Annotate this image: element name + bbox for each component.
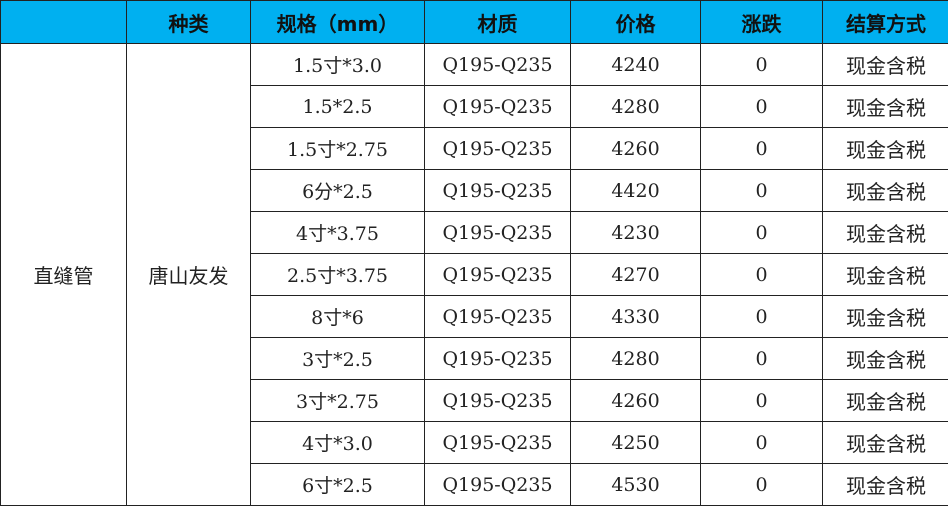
spec-cell: 2.5寸*3.75 xyxy=(250,253,425,296)
change-cell: 0 xyxy=(700,211,823,254)
price-cell: 4280 xyxy=(570,337,701,380)
table-row: 3寸*2.75 Q195-Q235 4260 0 现金含税 xyxy=(1,379,948,422)
spec-cell: 6分*2.5 xyxy=(250,169,425,212)
price-cell: 4240 xyxy=(570,43,701,86)
table-row: 4寸*3.75 Q195-Q235 4230 0 现金含税 xyxy=(1,211,948,254)
settlement-cell: 现金含税 xyxy=(822,463,948,506)
price-cell: 4530 xyxy=(570,463,701,506)
table-row: 8寸*6 Q195-Q235 4330 0 现金含税 xyxy=(1,295,948,338)
change-cell: 0 xyxy=(700,43,823,86)
material-cell: Q195-Q235 xyxy=(424,421,571,464)
material-cell: Q195-Q235 xyxy=(424,463,571,506)
settlement-cell: 现金含税 xyxy=(822,295,948,338)
price-cell: 4270 xyxy=(570,253,701,296)
change-cell: 0 xyxy=(700,379,823,422)
settlement-cell: 现金含税 xyxy=(822,421,948,464)
settlement-cell: 现金含税 xyxy=(822,85,948,128)
header-category: 种类 xyxy=(126,0,251,44)
table-row: 4寸*3.0 Q195-Q235 4250 0 现金含税 xyxy=(1,421,948,464)
material-cell: Q195-Q235 xyxy=(424,379,571,422)
table-row: 6寸*2.5 Q195-Q235 4530 0 现金含税 xyxy=(1,463,948,506)
settlement-cell: 现金含税 xyxy=(822,337,948,380)
spec-cell: 1.5寸*3.0 xyxy=(250,43,425,86)
category-cell: 直缝管 xyxy=(0,43,127,506)
material-cell: Q195-Q235 xyxy=(424,43,571,86)
spec-cell: 4寸*3.0 xyxy=(250,421,425,464)
price-cell: 4330 xyxy=(570,295,701,338)
table-row: 3寸*2.5 Q195-Q235 4280 0 现金含税 xyxy=(1,337,948,380)
material-cell: Q195-Q235 xyxy=(424,295,571,338)
header-change: 涨跌 xyxy=(700,0,823,44)
table-row: 6分*2.5 Q195-Q235 4420 0 现金含税 xyxy=(1,169,948,212)
change-cell: 0 xyxy=(700,295,823,338)
change-cell: 0 xyxy=(700,85,823,128)
spec-cell: 3寸*2.75 xyxy=(250,379,425,422)
table-row: 1.5*2.5 Q195-Q235 4280 0 现金含税 xyxy=(1,85,948,128)
material-cell: Q195-Q235 xyxy=(424,211,571,254)
header-row: 种类 规格（mm） 材质 价格 涨跌 结算方式 xyxy=(0,0,948,44)
spec-cell: 6寸*2.5 xyxy=(250,463,425,506)
change-cell: 0 xyxy=(700,253,823,296)
spec-cell: 3寸*2.5 xyxy=(250,337,425,380)
header-blank xyxy=(0,0,127,44)
producer-cell: 唐山友发 xyxy=(126,43,251,506)
material-cell: Q195-Q235 xyxy=(424,253,571,296)
price-cell: 4230 xyxy=(570,211,701,254)
header-price: 价格 xyxy=(570,0,701,44)
settlement-cell: 现金含税 xyxy=(822,169,948,212)
change-cell: 0 xyxy=(700,463,823,506)
settlement-cell: 现金含税 xyxy=(822,379,948,422)
spec-cell: 1.5寸*2.75 xyxy=(250,127,425,170)
header-settlement: 结算方式 xyxy=(822,0,948,44)
table-row: 直缝管 唐山友发 1.5寸*3.0 Q195-Q235 4240 0 现金含税 xyxy=(0,43,948,506)
change-cell: 0 xyxy=(700,127,823,170)
change-cell: 0 xyxy=(700,169,823,212)
price-cell: 4260 xyxy=(570,127,701,170)
material-cell: Q195-Q235 xyxy=(424,169,571,212)
material-cell: Q195-Q235 xyxy=(424,127,571,170)
settlement-cell: 现金含税 xyxy=(822,211,948,254)
settlement-cell: 现金含税 xyxy=(822,127,948,170)
material-cell: Q195-Q235 xyxy=(424,337,571,380)
header-spec: 规格（mm） xyxy=(250,0,425,44)
spec-cell: 8寸*6 xyxy=(250,295,425,338)
price-cell: 4280 xyxy=(570,85,701,128)
material-cell: Q195-Q235 xyxy=(424,85,571,128)
header-material: 材质 xyxy=(424,0,571,44)
change-cell: 0 xyxy=(700,421,823,464)
spec-cell: 1.5*2.5 xyxy=(250,85,425,128)
price-cell: 4260 xyxy=(570,379,701,422)
price-cell: 4420 xyxy=(570,169,701,212)
settlement-cell: 现金含税 xyxy=(822,253,948,296)
spec-cell: 4寸*3.75 xyxy=(250,211,425,254)
price-cell: 4250 xyxy=(570,421,701,464)
settlement-cell: 现金含税 xyxy=(822,43,948,86)
change-cell: 0 xyxy=(700,337,823,380)
